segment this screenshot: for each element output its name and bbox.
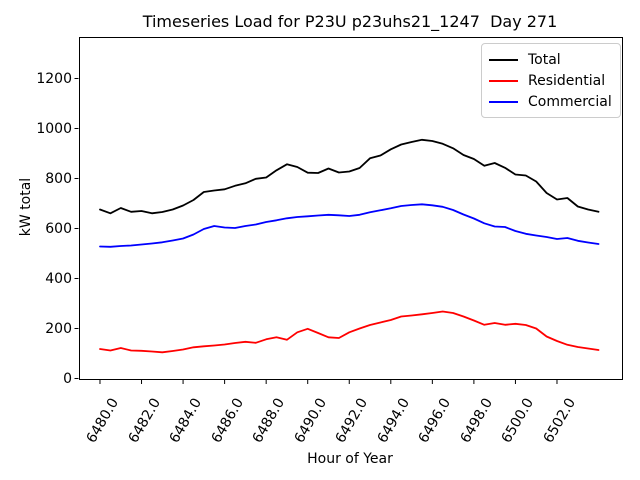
legend-entry-total: Total: [489, 49, 620, 70]
x-axis-label: Hour of Year: [307, 451, 393, 467]
y-tick-label: 800: [45, 170, 72, 187]
legend-line-sample: [489, 79, 518, 82]
y-tick-label: 1000: [36, 120, 72, 137]
series-line-residential: [99, 310, 600, 354]
y-tick-label: 400: [45, 270, 72, 287]
legend-label: Commercial: [528, 93, 612, 110]
legend-line-sample: [489, 58, 518, 61]
legend-line-sample: [489, 100, 518, 103]
legend-entry-residential: Residential: [489, 70, 620, 91]
y-tick-label: 0: [63, 370, 72, 387]
legend-label: Total: [528, 51, 561, 68]
y-axis-label: kW total: [18, 177, 34, 237]
axes-spines: [79, 37, 623, 380]
y-tick-label: 600: [45, 220, 72, 237]
series-line-total: [99, 138, 600, 215]
legend: Total Residential Commercial: [481, 43, 621, 118]
chart-title: Timeseries Load for P23U p23uhs21_1247 D…: [142, 12, 558, 31]
legend-label: Residential: [528, 72, 606, 89]
y-tick-label: 200: [45, 320, 72, 337]
legend-entry-commercial: Commercial: [489, 91, 620, 112]
series-line-commercial: [99, 203, 600, 248]
y-tick-label: 1200: [36, 70, 72, 87]
